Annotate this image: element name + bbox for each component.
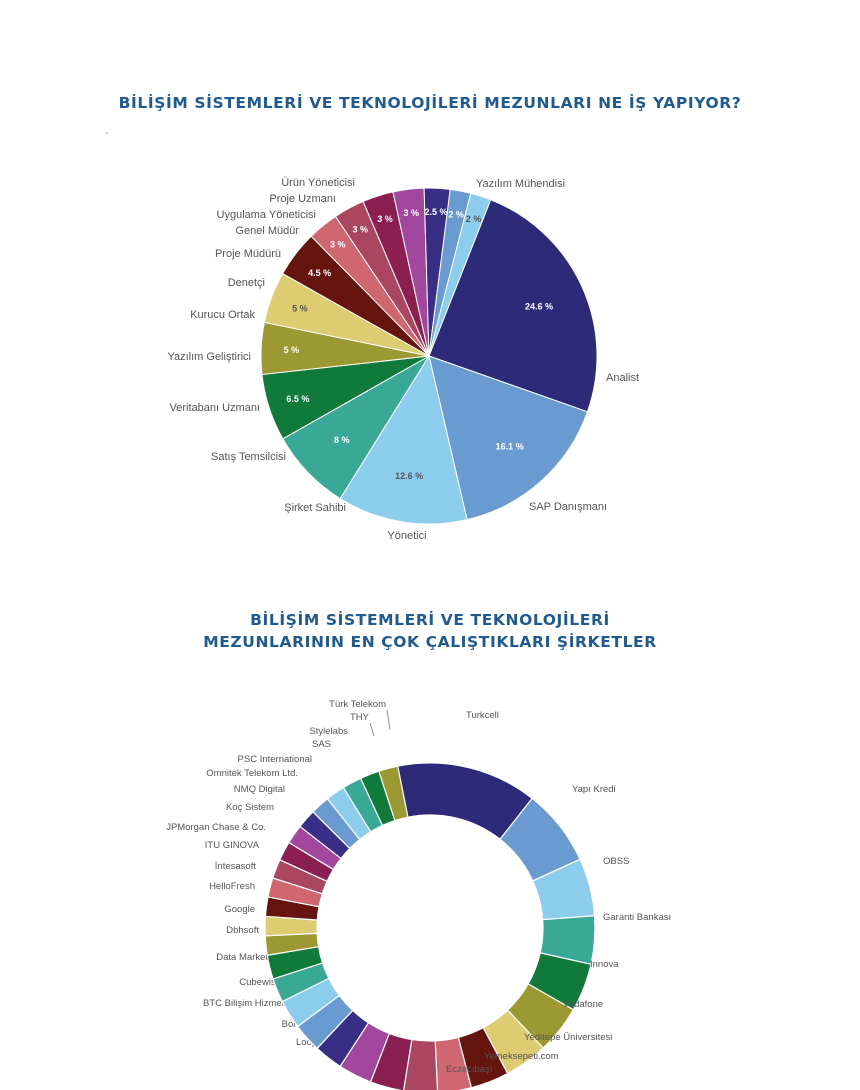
donut-category-label: Yapı Kredi [572,784,616,795]
chart2-title-line1: BİLİŞİM SİSTEMLERİ VE TEKNOLOJİLERİ [250,611,610,629]
pie-slice-r-n-y-neticisi [428,192,492,357]
pie-category-label: SAP Danışmanı [529,501,607,513]
donut-category-label: THY [350,712,370,723]
donut-category-label: JPMorgan Chase & Co. [166,822,266,833]
donut-category-label: Innova [590,959,619,970]
donut-category-label: NMQ Digital [234,784,285,795]
donut-category-label: Dbhsoft [226,925,259,936]
pie-category-label: Proje Uzmanı [269,193,336,205]
pie-slice-yaz-l-m-m-hendisi [428,199,598,413]
pie-category-label: Yazılım Mühendisi [476,178,565,190]
pie-category-label: Kurucu Ortak [190,309,255,321]
pie-value-label: 8 % [334,435,350,445]
pie-category-label: Satış Temsilcisi [211,451,286,463]
pie-value-label: 3 % [352,225,368,235]
donut-leader-line [386,709,391,731]
donut-category-label: Eczacıbaşı [446,1064,492,1075]
donut-leader-line [369,722,375,737]
donut-category-label: Stylelabs [309,726,348,737]
pie-value-label: 24.6 % [525,301,553,311]
donut-category-label: Turkcell [466,710,499,721]
pie-value-label: 2 % [448,210,464,220]
pie-value-label: 3 % [330,240,346,250]
pie-category-label: Yönetici [387,530,426,542]
chart2-title-line2: MEZUNLARININ EN ÇOK ÇALIŞTIKLARI ŞİRKETL… [203,633,657,651]
donut-category-label: Omnitek Telekom Ltd. [206,768,298,779]
donut-category-label: BTC Bilişim Hizmetleri [203,998,297,1009]
pie-category-label: Ürün Yöneticisi [281,177,355,189]
donut-segment-t-rk-telekom [378,765,409,822]
chart1-title: BİLİŞİM SİSTEMLERİ VE TEKNOLOJİLERİ MEZU… [118,94,742,112]
donut-category-label: Yemeksepeti.com [484,1051,559,1062]
pie-category-label: Uygulama Yöneticisi [217,209,316,221]
donut-category-label: OBSS [603,856,629,867]
donut-category-label: Data Market [216,952,268,963]
pie-value-label: 12.6 % [395,471,423,481]
pie-value-label: 4.5 % [308,268,331,278]
pie-value-label: 6.5 % [286,394,309,404]
donut-category-label: Garanti Bankası [603,912,671,923]
pie-category-label: Şirket Sahibi [284,502,346,514]
pie-value-label: 5 % [292,303,308,313]
pie-category-label: Genel Müdür [235,225,299,237]
pie-category-label: Yazılım Geliştirici [167,351,251,363]
donut-category-label: SAS [312,739,331,750]
pie-chart-jobs: 24.6 % Yazılım Mühendisi 16.1 % Analist 12.6… [167,177,639,542]
pie-value-label: 3 % [377,214,393,224]
stray-dash: - [105,128,109,139]
donut-category-label: Koç Sistem [226,802,274,813]
pie-category-label: Veritabanı Uzmanı [170,402,261,414]
donut-category-label: İntesasoft [215,861,257,872]
donut-category-label: Cubewise [239,977,281,988]
donut-category-label: HelloFresh [209,881,255,892]
pie-value-label: 3 % [404,208,420,218]
pie-value-label: 2 % [466,214,482,224]
donut-category-label: Türk Telekom [329,699,386,710]
pie-slice-sap-dan-man [339,354,468,525]
pie-value-label: 2.5 % [424,207,447,217]
donut-category-label: Vodafone [563,999,603,1010]
pie-category-label: Analist [606,372,639,384]
donut-category-label: PSC International [238,754,312,765]
pie-slice-analist [428,355,589,521]
pie-value-label: 5 % [284,345,300,355]
donut-category-label: ITU GINOVA [205,840,260,851]
chart2-title: BİLİŞİM SİSTEMLERİ VE TEKNOLOJİLERİ MEZU… [0,609,860,653]
pie-value-label: 16.1 % [496,442,524,452]
donut-category-label: Google [224,904,255,915]
pie-category-label: Denetçi [228,277,265,289]
donut-category-label: Yeditepe Üniversitesi [524,1032,612,1043]
pie-category-label: Proje Müdürü [215,248,281,260]
donut-chart-companies: Turkcell Yapı Kredi OBSS Garanti Bankası Inn… [166,699,671,1090]
